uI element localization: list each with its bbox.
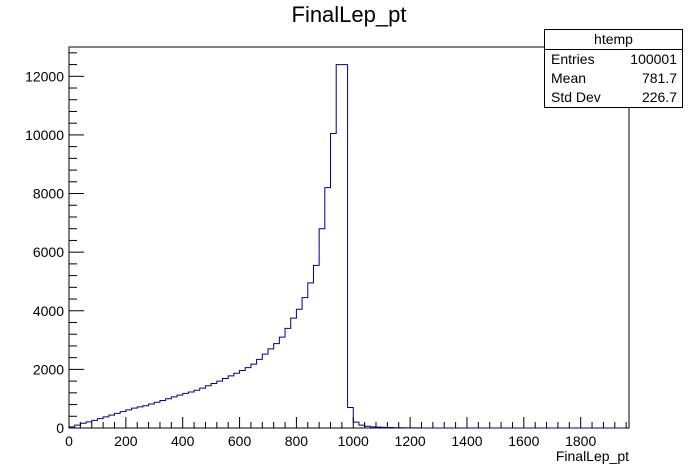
stats-row-entries: Entries 100001: [545, 50, 682, 69]
plot-frame: [68, 46, 630, 429]
stats-label: Entries: [551, 51, 595, 67]
x-tick-label: 600: [228, 433, 252, 449]
stats-value: 781.7: [641, 70, 677, 86]
x-tick-label: 1000: [338, 433, 369, 449]
x-tick-label: 1400: [451, 433, 482, 449]
x-axis-label: FinalLep_pt: [556, 448, 629, 464]
stats-row-mean: Mean 781.7: [545, 69, 682, 88]
x-tick-label: 200: [114, 433, 138, 449]
stats-box-title: htemp: [545, 30, 682, 50]
histogram-series: [68, 64, 627, 429]
x-tick-label: 0: [65, 433, 73, 449]
y-tick-label: 2000: [33, 361, 64, 377]
y-tick-label: 8000: [33, 186, 64, 202]
chart-title: FinalLep_pt: [291, 2, 407, 27]
stats-label: Mean: [551, 70, 587, 86]
x-tick-label: 1200: [395, 433, 426, 449]
y-tick-label: 6000: [33, 244, 64, 260]
stats-label: Std Dev: [551, 89, 601, 105]
stats-row-stddev: Std Dev 226.7: [545, 88, 682, 107]
x-tick-label: 1800: [565, 433, 596, 449]
stats-value: 226.7: [641, 89, 677, 105]
y-tick-label: 4000: [33, 303, 64, 319]
stats-value: 100001: [630, 51, 677, 67]
y-tick-label: 12000: [25, 68, 64, 84]
stats-box: htemp Entries 100001 Mean 781.7 Std Dev …: [544, 29, 683, 108]
y-tick-label: 10000: [25, 127, 64, 143]
x-tick-label: 1600: [508, 433, 539, 449]
x-tick-label: 800: [285, 433, 309, 449]
y-tick-label: 0: [56, 420, 64, 436]
x-tick-label: 400: [171, 433, 195, 449]
histogram-bars: [68, 64, 627, 429]
